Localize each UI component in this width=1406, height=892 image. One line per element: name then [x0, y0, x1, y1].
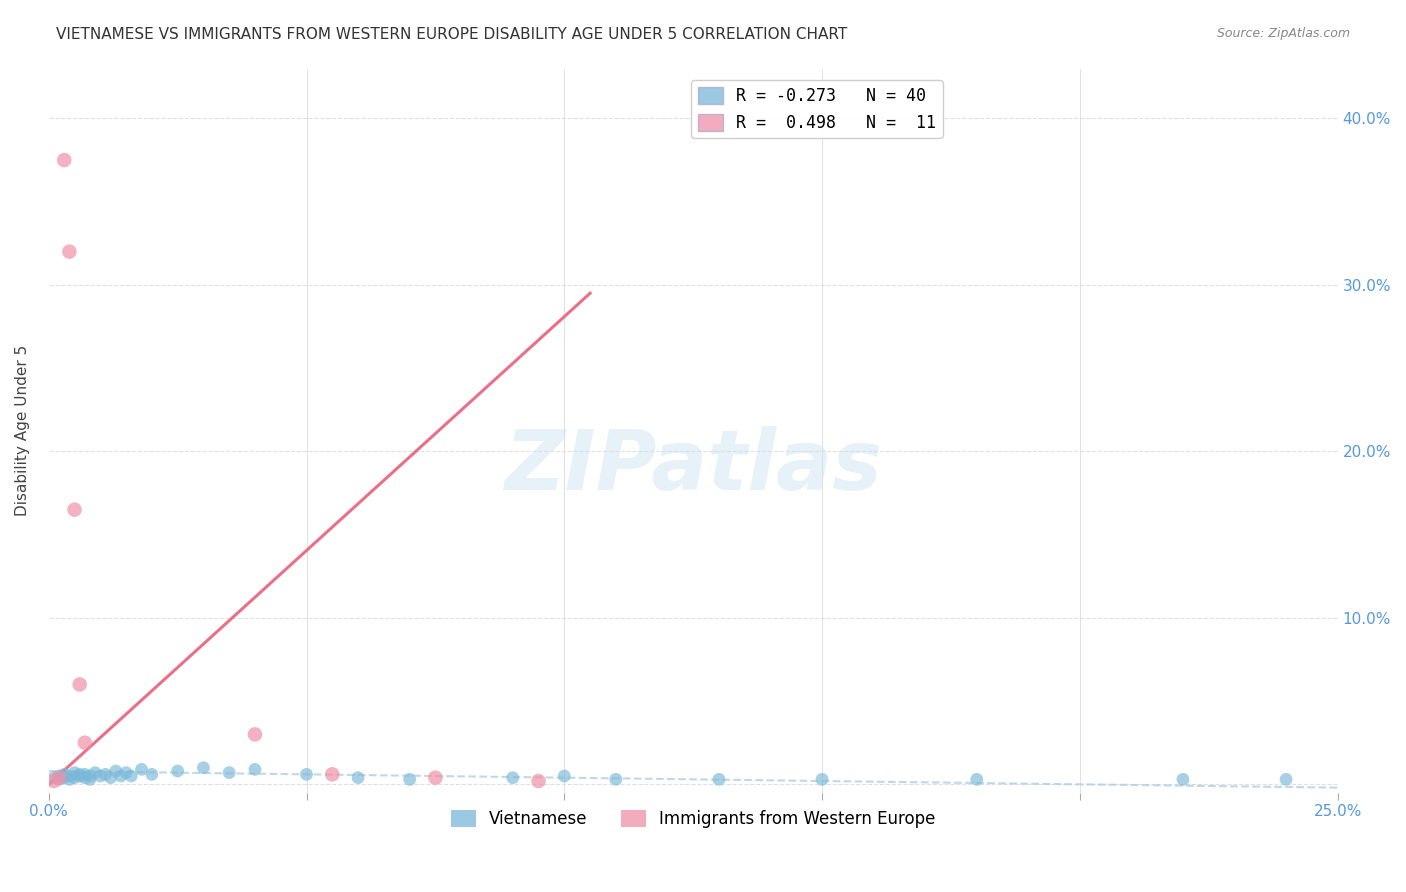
Point — [141, 767, 163, 781]
Point — [1171, 772, 1194, 787]
Point — [166, 764, 188, 778]
Point — [42, 771, 65, 785]
Point — [218, 765, 240, 780]
Point — [48, 769, 70, 783]
Point — [69, 767, 91, 781]
Point — [811, 772, 834, 787]
Point — [42, 774, 65, 789]
Text: ZIPatlas: ZIPatlas — [505, 426, 882, 508]
Point — [48, 772, 70, 787]
Point — [605, 772, 627, 787]
Point — [58, 244, 80, 259]
Point — [193, 761, 215, 775]
Point — [1275, 772, 1298, 787]
Point — [58, 772, 80, 787]
Point — [527, 774, 550, 789]
Point — [131, 762, 153, 776]
Point — [48, 771, 70, 785]
Point — [295, 767, 318, 781]
Y-axis label: Disability Age Under 5: Disability Age Under 5 — [15, 345, 30, 516]
Point — [966, 772, 988, 787]
Point — [321, 767, 343, 781]
Point — [89, 769, 111, 783]
Legend: Vietnamese, Immigrants from Western Europe: Vietnamese, Immigrants from Western Euro… — [444, 804, 942, 835]
Point — [120, 769, 142, 783]
Point — [53, 767, 76, 781]
Point — [94, 767, 117, 781]
Point — [425, 771, 447, 785]
Point — [502, 771, 524, 785]
Point — [84, 765, 107, 780]
Point — [53, 153, 76, 167]
Point — [110, 769, 132, 783]
Point — [398, 772, 420, 787]
Point — [69, 769, 91, 783]
Text: VIETNAMESE VS IMMIGRANTS FROM WESTERN EUROPE DISABILITY AGE UNDER 5 CORRELATION : VIETNAMESE VS IMMIGRANTS FROM WESTERN EU… — [56, 27, 848, 42]
Point — [79, 772, 101, 787]
Text: Source: ZipAtlas.com: Source: ZipAtlas.com — [1216, 27, 1350, 40]
Point — [243, 727, 266, 741]
Point — [73, 767, 96, 781]
Point — [104, 764, 127, 778]
Point — [347, 771, 370, 785]
Point — [58, 769, 80, 783]
Point — [553, 769, 575, 783]
Point — [79, 769, 101, 783]
Point — [73, 771, 96, 785]
Point — [63, 771, 86, 785]
Point — [63, 502, 86, 516]
Point — [100, 771, 122, 785]
Point — [69, 677, 91, 691]
Point — [53, 771, 76, 785]
Point — [115, 765, 138, 780]
Point — [73, 736, 96, 750]
Point — [63, 765, 86, 780]
Point — [707, 772, 730, 787]
Point — [243, 762, 266, 776]
